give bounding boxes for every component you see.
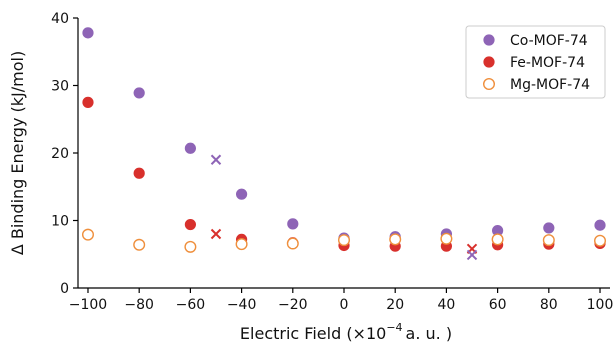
y-tick-label: 30: [51, 79, 69, 95]
mg-mof-74-point: [286, 237, 299, 250]
mg-mof-74-point: [184, 240, 197, 253]
x-tick-label: −20: [278, 297, 308, 313]
y-tick-label: 0: [60, 281, 69, 297]
fe-mof-74-point: [184, 218, 196, 231]
cross-marker: [210, 154, 222, 165]
mg-mof-74-point: [389, 233, 402, 246]
legend-label-co-mof-74: Co-MOF-74: [510, 33, 588, 49]
data-points: [81, 27, 607, 253]
y-tick-label: 20: [51, 146, 69, 162]
legend-marker-fe-mof-74: [483, 56, 495, 68]
co-mof-74-point: [287, 218, 299, 230]
x-tick-label: 100: [587, 297, 613, 313]
y-tick-label: 10: [51, 214, 69, 230]
mg-mof-74-point: [133, 238, 146, 251]
x-tick-label: 40: [437, 297, 455, 313]
legend-label-fe-mof-74: Fe-MOF-74: [510, 55, 585, 71]
mg-mof-74-point: [491, 233, 504, 246]
co-mof-74-point: [184, 142, 196, 154]
y-axis-label: Δ Binding Energy (kJ/mol): [8, 51, 27, 255]
x-tick-label: −40: [227, 297, 257, 313]
mg-mof-74-point: [235, 238, 248, 251]
y-tick-label: 40: [51, 11, 69, 27]
mg-mof-74-point: [440, 232, 453, 245]
x-tick-label: −80: [124, 297, 154, 313]
legend-label-mg-mof-74: Mg-MOF-74: [510, 77, 590, 93]
legend: Co-MOF-74 Fe-MOF-74 Mg-MOF-74: [465, 25, 606, 99]
x-tick-label: 60: [489, 297, 507, 313]
x-ticks: −100 −80 −60 −40 −20 0 20 40 60 80 100: [69, 288, 613, 313]
x-tick-label: 20: [386, 297, 404, 313]
mg-mof-74-point: [594, 234, 607, 247]
co-mof-74-point: [235, 188, 248, 200]
co-mof-74-point: [133, 87, 145, 99]
x-tick-label: −60: [176, 297, 206, 313]
legend-marker-co-mof-74: [483, 34, 495, 46]
x-tick-label: −100: [69, 297, 107, 313]
co-mof-74-point: [82, 27, 94, 39]
cross-markers: [210, 154, 478, 261]
mg-mof-74-point: [338, 234, 351, 247]
fe-mof-74-point: [82, 96, 94, 108]
legend-frame: [465, 25, 606, 99]
x-tick-label: 0: [340, 297, 349, 313]
legend-marker-mg-mof-74: [483, 77, 496, 90]
fe-mof-74-point: [133, 167, 145, 179]
mg-mof-74-point: [81, 228, 94, 241]
co-mof-74-point: [543, 222, 555, 234]
co-mof-74-point: [594, 219, 606, 231]
x-tick-label: 80: [540, 297, 558, 313]
mg-mof-74-point: [542, 234, 555, 247]
cross-marker: [466, 249, 478, 261]
y-ticks: 0 10 20 30 40: [51, 11, 78, 297]
cross-marker: [210, 228, 222, 240]
x-axis-label: Electric Field (×10−4 a. u. ): [240, 321, 452, 343]
